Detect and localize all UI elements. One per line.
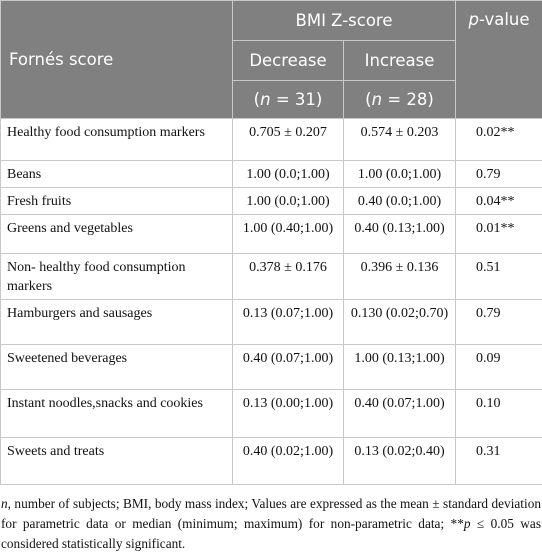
table-row: Instant noodles,snacks and cookies 0.13 (… <box>0 389 542 438</box>
table-row: Hamburgers and sausages 0.13 (0.07;1.00) 0… <box>0 299 542 345</box>
decrease-value: 0.13 (0.07;1.00) <box>232 299 344 345</box>
text-part: ( <box>253 90 261 109</box>
increase-value: 0.574 ± 0.203 <box>342 118 457 161</box>
data-table: Fornés score BMI Z-score p-value Decreas… <box>0 0 542 485</box>
p-value: 0.31 <box>455 437 542 485</box>
pvalue-header: p-value <box>455 0 542 119</box>
text-part: n <box>1 496 8 511</box>
p-value: 0.01** <box>455 214 542 254</box>
text-part: p <box>468 10 479 29</box>
increase-value: 0.130 (0.02;0.70) <box>342 299 457 345</box>
row-label: Beans <box>0 160 233 188</box>
text-part: ( <box>365 90 372 109</box>
text-part: ≤ 0.05 was considered statistically sign… <box>1 516 541 551</box>
decrease-value: 0.40 (0.07;1.00) <box>232 344 344 390</box>
row-label-header: Fornés score <box>0 0 233 119</box>
count-header: (n = 31) <box>232 80 344 119</box>
p-value: 0.10 <box>455 389 542 438</box>
increase-value: 0.40 (0.07;1.00) <box>342 389 457 438</box>
column-header: Decrease <box>232 40 344 81</box>
increase-value: 1.00 (0.13;1.00) <box>342 344 457 390</box>
row-label: Greens and vegetables <box>0 214 233 254</box>
table-row: Greens and vegetables 1.00 (0.40;1.00) 0.4… <box>0 214 542 254</box>
p-value: 0.51 <box>455 253 542 300</box>
row-label: Healthy food consumption markers <box>0 118 233 161</box>
row-label: Sweetened beverages <box>0 344 233 390</box>
p-value: 0.02** <box>455 118 542 161</box>
decrease-value: 0.705 ± 0.207 <box>232 118 344 161</box>
row-label: Non- healthy food consumption markers <box>0 253 233 300</box>
decrease-value: 1.00 (0.40;1.00) <box>232 214 344 254</box>
table-row: Beans 1.00 (0.0;1.00) 1.00 (0.0;1.00) 0.79 <box>0 160 542 188</box>
p-value: 0.04** <box>455 187 542 215</box>
text-part: -value <box>478 10 530 29</box>
increase-value: 0.40 (0.13;1.00) <box>342 214 457 254</box>
text-part: = 28) <box>382 90 434 109</box>
decrease-value: 0.378 ± 0.176 <box>232 253 344 300</box>
group-header: BMI Z-score <box>231 0 457 41</box>
decrease-value: 1.00 (0.0;1.00) <box>232 160 344 188</box>
table-body: Healthy food consumption markers 0.705 ± … <box>0 118 542 485</box>
table-row: Fresh fruits 1.00 (0.0;1.00) 0.40 (0.0;1.0… <box>0 187 542 215</box>
text-part: p <box>463 516 471 531</box>
column-header: Increase <box>342 40 457 81</box>
text-part: n <box>371 90 383 109</box>
text-part: = 31) <box>270 90 323 109</box>
footnote: n, number of subjects; BMI, body mass in… <box>0 485 542 554</box>
increase-value: 0.396 ± 0.136 <box>342 253 457 300</box>
increase-value: 1.00 (0.0;1.00) <box>342 160 457 188</box>
p-value: 0.79 <box>455 299 542 345</box>
increase-value: 0.13 (0.02;0.40) <box>342 437 457 485</box>
increase-value: 0.40 (0.0;1.00) <box>342 187 457 215</box>
table-row: Non- healthy food consumption markers 0.3… <box>0 253 542 300</box>
row-label: Hamburgers and sausages <box>0 299 233 345</box>
text-part: n <box>260 90 271 109</box>
count-header: (n = 28) <box>342 80 457 119</box>
decrease-value: 0.40 (0.02;1.00) <box>232 437 344 485</box>
table-row: Healthy food consumption markers 0.705 ± … <box>0 118 542 161</box>
p-value: 0.79 <box>455 160 542 188</box>
table-row: Sweetened beverages 0.40 (0.07;1.00) 1.00 … <box>0 344 542 390</box>
row-label: Sweets and treats <box>0 437 233 485</box>
row-label: Instant noodles,snacks and cookies <box>0 389 233 438</box>
table-row: Sweets and treats 0.40 (0.02;1.00) 0.13 (0… <box>0 437 542 485</box>
text-part: , number of subjects; BMI, body mass ind… <box>1 496 541 531</box>
row-label: Fresh fruits <box>0 187 233 215</box>
decrease-value: 0.13 (0.00;1.00) <box>232 389 344 438</box>
decrease-value: 1.00 (0.0;1.00) <box>232 187 344 215</box>
p-value: 0.09 <box>455 344 542 390</box>
